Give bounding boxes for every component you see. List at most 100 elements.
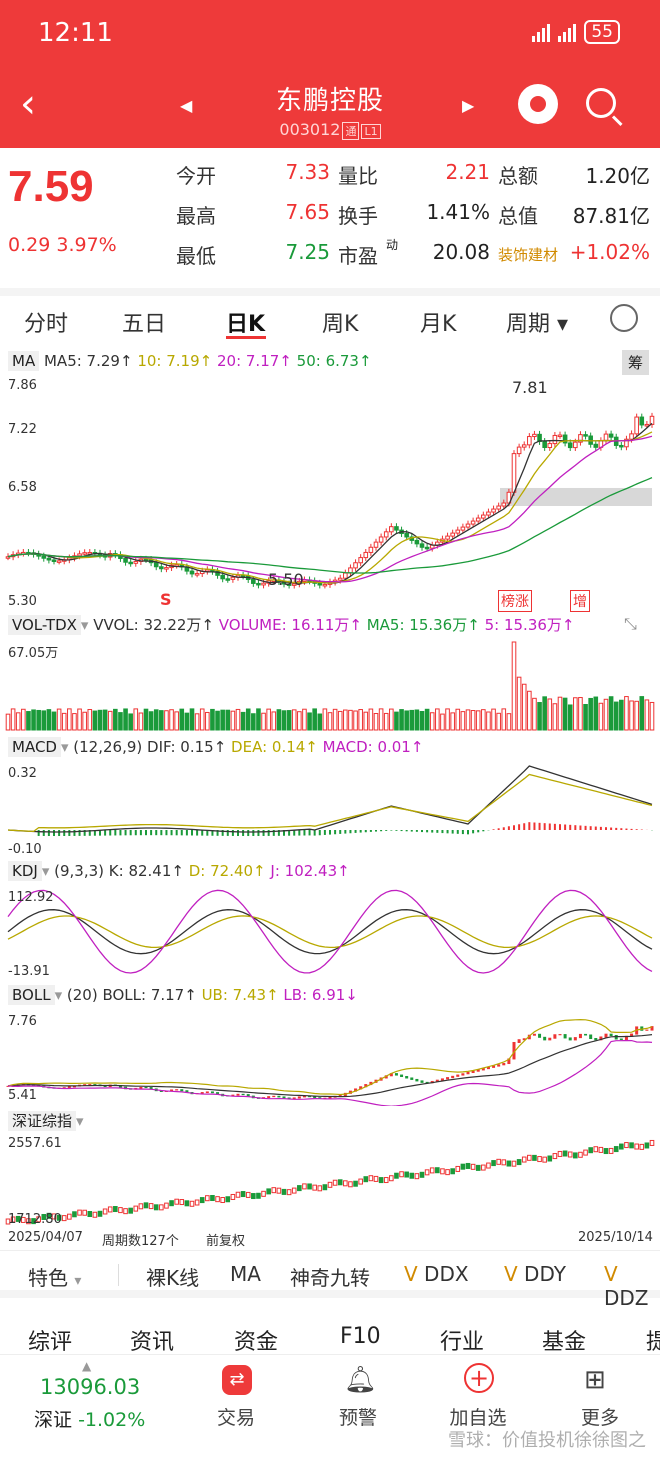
index-candle — [491, 1160, 496, 1167]
volume-bar — [496, 712, 501, 731]
feature-ddx[interactable]: V DDX — [404, 1262, 469, 1286]
candle-body — [174, 563, 179, 567]
quote-label: 量比 — [338, 164, 378, 188]
macd-chart[interactable] — [0, 762, 660, 858]
volume-bar — [404, 710, 409, 731]
mascot-icon[interactable] — [518, 84, 558, 124]
divider — [118, 1264, 119, 1286]
next-stock-icon[interactable]: ▶ — [462, 96, 475, 115]
candle-body — [470, 520, 476, 525]
index-candle — [307, 1183, 312, 1190]
ma-legend[interactable]: MA MA5: 7.29↑ 10: 7.19↑ 20: 7.17↑ 50: 6.… — [8, 351, 372, 371]
news-tab-info[interactable]: 资讯 — [130, 1330, 175, 1355]
vol-legend[interactable]: VOL-TDX ▾ VVOL: 32.22万↑ VOLUME: 16.11万↑ M… — [8, 614, 574, 635]
volume-bar — [455, 708, 461, 731]
candlestick-chart[interactable] — [0, 376, 660, 610]
alert-button[interactable]: 预警 — [338, 1407, 377, 1429]
volume-chart[interactable] — [0, 638, 660, 734]
increase-mark[interactable]: 增 — [570, 590, 590, 612]
rank-rise-mark[interactable]: 榜涨 — [498, 590, 532, 612]
feature-ddy[interactable]: V DDY — [504, 1262, 566, 1286]
news-tab-more[interactable]: 提 — [646, 1330, 660, 1355]
tab-daily-k[interactable]: 日K — [226, 312, 266, 337]
index-legend[interactable]: 深证综指 ▾ — [8, 1110, 84, 1131]
volume-bar — [537, 702, 542, 731]
tab-period[interactable]: 周期 ▾ — [506, 312, 569, 337]
chip-distribution-button[interactable]: 筹 — [622, 350, 650, 375]
tab-monthly-k[interactable]: 月K — [420, 312, 457, 337]
j-line — [7, 889, 653, 974]
search-icon[interactable] — [586, 88, 616, 118]
stock-code: 003012 通 L1 — [0, 120, 660, 140]
add-watchlist-button[interactable]: 加自选 — [449, 1407, 507, 1429]
news-tab-fund[interactable]: 基金 — [542, 1330, 587, 1355]
index-candle — [148, 1203, 154, 1210]
volume-bar — [220, 709, 225, 731]
kdj-legend[interactable]: KDJ ▾ (9,3,3) K: 82.41↑ D: 72.40↑ J: 102.… — [8, 861, 350, 881]
index-value[interactable]: 13096.03 — [40, 1375, 141, 1399]
feature-ddz[interactable]: V DDZ — [604, 1262, 649, 1310]
header-bar: 12:11 55 ‹ ◀ 东鹏控股 ▶ 003012 通 L1 — [0, 0, 660, 148]
more-button[interactable]: 更多 — [580, 1407, 619, 1429]
tab-intraday[interactable]: 分时 — [24, 312, 69, 337]
volume-bar — [82, 711, 87, 731]
candle-body — [5, 556, 11, 559]
signal-s-mark: S — [160, 590, 172, 609]
adjustment-mode[interactable]: 前复权 — [206, 1234, 246, 1249]
volume-bar — [562, 697, 568, 731]
index-candle — [343, 1180, 348, 1187]
macd-legend[interactable]: MACD ▾ (12,26,9) DIF: 0.15↑ DEA: 0.14↑ MA… — [8, 737, 423, 757]
volume-bar — [302, 708, 307, 731]
expand-icon[interactable]: ⤡ — [624, 614, 637, 633]
more-grid-icon[interactable]: ⊞ — [584, 1365, 606, 1395]
quote-value: 7.25 — [285, 240, 330, 264]
expand-up-icon[interactable]: ▲ — [82, 1359, 92, 1373]
news-tab-industry[interactable]: 行业 — [440, 1330, 485, 1355]
trade-button[interactable]: 交易 — [216, 1407, 255, 1429]
index-chart[interactable] — [0, 1134, 660, 1226]
tab-five-day[interactable]: 五日 — [122, 312, 167, 337]
volume-bar — [169, 709, 174, 731]
candle-body — [455, 529, 461, 534]
settings-icon[interactable] — [610, 304, 638, 332]
boll-legend[interactable]: BOLL ▾ (20) BOLL: 7.17↑ UB: 7.43↑ LB: 6.9… — [8, 985, 358, 1005]
volume-bar — [297, 711, 302, 731]
feature-special[interactable]: 特色 ▾ — [28, 1266, 82, 1290]
index-candle — [276, 1187, 282, 1194]
volume-bar — [491, 708, 496, 731]
trade-icon[interactable]: ⇄ — [222, 1365, 252, 1395]
volume-bar — [603, 698, 609, 731]
add-watchlist-icon[interactable]: + — [464, 1363, 494, 1393]
bell-icon[interactable]: 🔔︎ — [344, 1365, 378, 1395]
tab-weekly-k[interactable]: 周K — [322, 312, 359, 337]
index-candle — [527, 1154, 532, 1161]
feature-magic-nine[interactable]: 神奇九转 — [290, 1266, 370, 1290]
index-candle — [588, 1147, 593, 1154]
volume-bar — [148, 711, 154, 731]
news-tab-f10[interactable]: F10 — [340, 1324, 381, 1349]
feature-ma[interactable]: MA — [230, 1262, 261, 1286]
candle-body — [552, 434, 558, 445]
candle-body — [527, 436, 532, 446]
kdj-chart[interactable] — [0, 886, 660, 982]
period-count: 周期数127个 — [102, 1234, 179, 1249]
candle-body — [363, 551, 369, 559]
candle-body — [46, 557, 52, 561]
ma50-line — [7, 477, 653, 574]
back-icon[interactable]: ‹ — [20, 81, 36, 127]
volume-bar — [133, 708, 139, 731]
volume-bar — [72, 713, 77, 731]
index-summary[interactable]: 深证 -1.02% — [34, 1409, 146, 1431]
boll-lower-line — [7, 1039, 653, 1106]
prev-stock-icon[interactable]: ◀ — [180, 96, 193, 115]
volume-bar — [10, 708, 16, 731]
index-candle — [261, 1190, 266, 1197]
boll-chart[interactable] — [0, 1010, 660, 1106]
news-tab-funds[interactable]: 资金 — [234, 1330, 279, 1355]
volume-bar — [532, 697, 537, 731]
candle-body — [501, 502, 507, 507]
index-candle — [322, 1184, 328, 1191]
news-tab-overview[interactable]: 综评 — [28, 1330, 73, 1355]
feature-naked-k[interactable]: 裸K线 — [146, 1266, 200, 1290]
index-candle — [460, 1163, 466, 1170]
